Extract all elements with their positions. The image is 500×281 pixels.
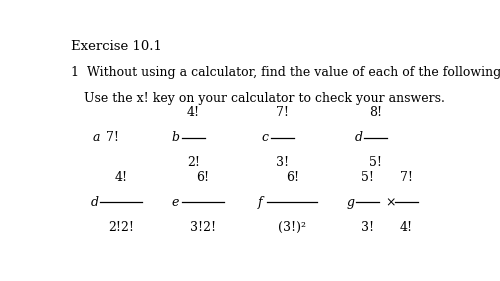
Text: Exercise 10.1: Exercise 10.1 (71, 40, 162, 53)
Text: e: e (172, 196, 179, 209)
Text: 6!: 6! (286, 171, 299, 184)
Text: 2!2!: 2!2! (108, 221, 134, 234)
Text: f: f (258, 196, 263, 209)
Text: a: a (92, 131, 100, 144)
Text: 4!: 4! (400, 221, 413, 234)
Text: 1  Without using a calculator, find the value of each of the following.: 1 Without using a calculator, find the v… (71, 66, 500, 79)
Text: d: d (354, 131, 362, 144)
Text: Use the x! key on your calculator to check your answers.: Use the x! key on your calculator to che… (84, 92, 444, 105)
Text: 3!: 3! (276, 156, 289, 169)
Text: 4!: 4! (186, 106, 200, 119)
Text: ×: × (386, 196, 396, 209)
Text: 3!2!: 3!2! (190, 221, 216, 234)
Text: 4!: 4! (115, 171, 128, 184)
Text: b: b (172, 131, 180, 144)
Text: 5!: 5! (369, 156, 382, 169)
Text: 6!: 6! (196, 171, 209, 184)
Text: g: g (346, 196, 354, 209)
Text: 2!: 2! (187, 156, 200, 169)
Text: 3!: 3! (360, 221, 374, 234)
Text: d: d (90, 196, 98, 209)
Text: 8!: 8! (369, 106, 382, 119)
Text: c: c (262, 131, 268, 144)
Text: 7!: 7! (400, 171, 413, 184)
Text: 5!: 5! (361, 171, 374, 184)
Text: 7!: 7! (106, 131, 119, 144)
Text: (3!)²: (3!)² (278, 221, 306, 234)
Text: 7!: 7! (276, 106, 289, 119)
